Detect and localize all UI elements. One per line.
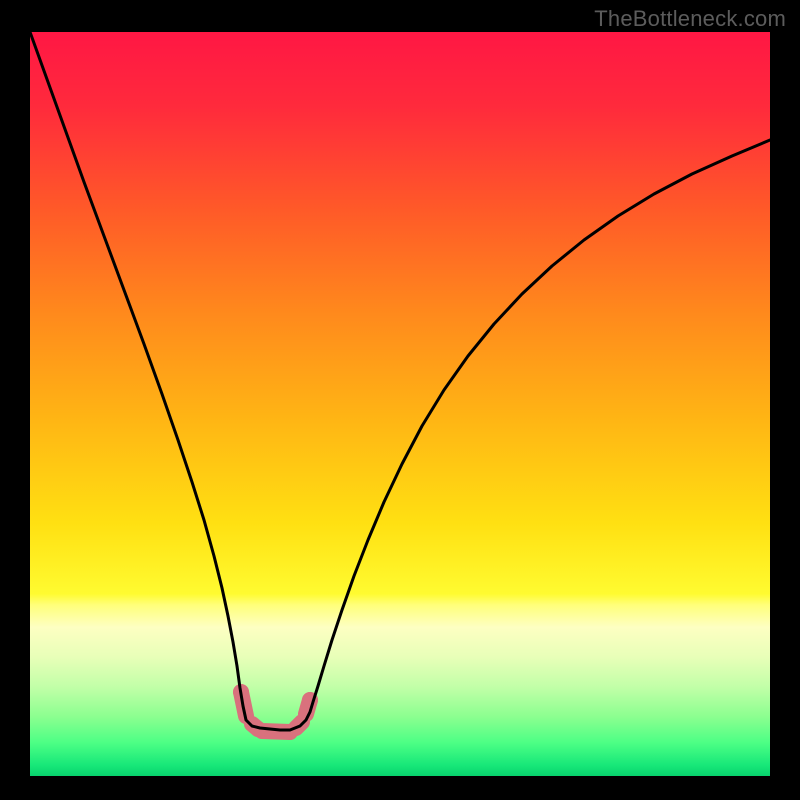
chart-stage: TheBottleneck.com — [0, 0, 800, 800]
plot-outer-frame — [0, 0, 800, 800]
watermark-text: TheBottleneck.com — [594, 6, 786, 32]
curve-svg — [30, 32, 770, 776]
bottleneck-curve — [30, 32, 770, 730]
plot-area — [30, 32, 770, 776]
